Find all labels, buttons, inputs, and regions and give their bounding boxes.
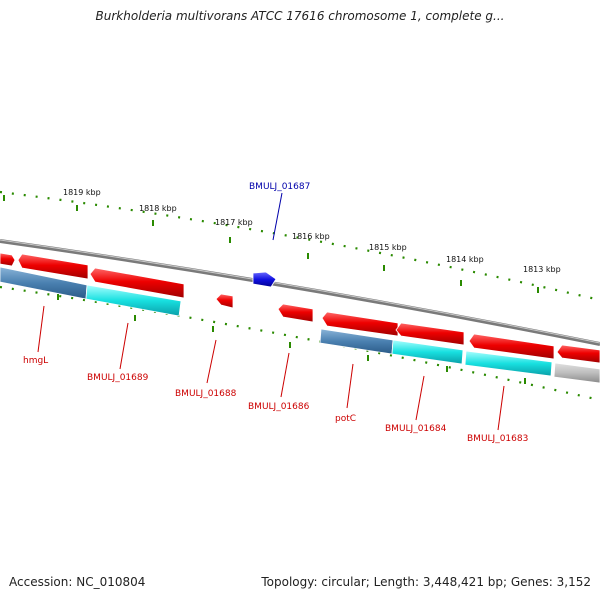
gene-label-bmulj-01689[interactable]: BMULJ_01689 — [87, 373, 149, 383]
gene-label-potC[interactable]: potC — [335, 414, 356, 424]
map-title: Burkholderia multivorans ATCC 17616 chro… — [95, 9, 505, 23]
leader-bmulj-01689 — [119, 322, 129, 370]
gene-label-bmulj-01683[interactable]: BMULJ_01683 — [467, 434, 528, 444]
gene-bmulj-01688-arrow[interactable] — [215, 293, 234, 309]
genome-summary-text: Topology: circular; Length: 3,448,421 bp… — [261, 575, 591, 589]
leader-bmulj-01684 — [415, 375, 425, 421]
gene-label-bmulj-01684[interactable]: BMULJ_01684 — [385, 424, 447, 434]
chromosome-backbone — [0, 239, 600, 346]
feature-blocks — [0, 266, 600, 384]
leader-hmgL — [37, 305, 45, 353]
accession-text: Accession: NC_010804 — [9, 575, 146, 589]
tick-label-1815: 1815 kbp — [369, 243, 407, 252]
tick-label-1817: 1817 kbp — [215, 218, 253, 227]
gene-label-bmulj-01687[interactable]: BMULJ_01687 — [249, 182, 310, 192]
tick-label-1814: 1814 kbp — [446, 255, 484, 264]
gene-bmulj-01687-arrow[interactable] — [252, 271, 277, 288]
gene-label-bmulj-01686[interactable]: BMULJ_01686 — [248, 402, 310, 412]
gene-bmulj-01684-arrow[interactable] — [395, 322, 465, 346]
gene-bmulj-01686-arrow[interactable] — [277, 303, 314, 323]
feature-block-bmulj-01684[interactable] — [391, 339, 464, 365]
leader-bmulj-01687 — [272, 192, 283, 241]
gene-bmulj-01683-arrow[interactable] — [468, 333, 555, 360]
gene-next-arrow[interactable] — [556, 344, 600, 364]
gene-bmulj-01690-arrow[interactable] — [17, 253, 89, 280]
chromosome-backbone-highlight — [0, 239, 600, 344]
outer-scale-dots — [0, 190, 600, 302]
tick-label-1818: 1818 kbp — [139, 204, 177, 213]
inner-scale — [0, 285, 600, 402]
leader-bmulj-01686 — [280, 352, 290, 398]
feature-block-bmulj-01683[interactable] — [464, 350, 553, 377]
inner-major-ticks — [57, 294, 526, 384]
leader-bmulj-01683 — [497, 385, 505, 431]
tick-label-1813: 1813 kbp — [523, 265, 561, 274]
gene-bmulj-01689-arrow[interactable] — [89, 267, 185, 299]
outer-scale: 1819 kbp 1818 kbp 1817 kbp 1816 kbp 1815… — [0, 188, 600, 302]
leader-potC — [346, 363, 354, 409]
feature-block-bmulj-01689[interactable] — [85, 284, 182, 317]
gene-label-bmulj-01688[interactable]: BMULJ_01688 — [175, 389, 237, 399]
gene-label-hmgL[interactable]: hmgL — [23, 356, 48, 366]
forward-strand-genes — [0, 252, 600, 364]
tick-label-1816: 1816 kbp — [292, 232, 330, 241]
tick-label-1819: 1819 kbp — [63, 188, 101, 197]
gene-hmgL-arrow[interactable] — [0, 252, 16, 267]
leader-bmulj-01688 — [206, 339, 217, 384]
feature-block-next[interactable] — [553, 362, 600, 384]
outer-major-ticks — [3, 195, 539, 293]
label-leaders — [37, 192, 505, 431]
